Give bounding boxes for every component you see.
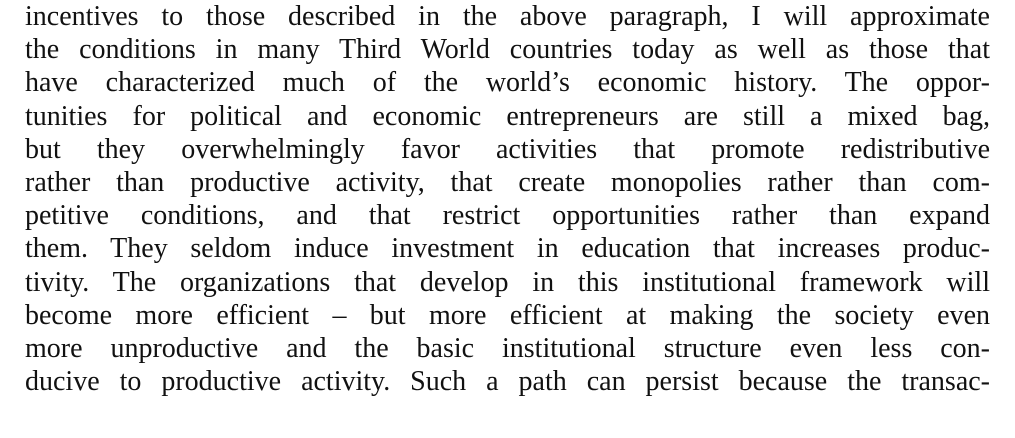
text-line: have characterized much of the world’s e… <box>25 67 990 99</box>
body-paragraph: incentives to those described in the abo… <box>25 0 990 398</box>
text-line: ducive to productive activity. Such a pa… <box>25 366 990 398</box>
text-line: petitive conditions, and that restrict o… <box>25 200 990 232</box>
text-line: but they overwhelmingly favor activities… <box>25 133 990 165</box>
text-line: more unproductive and the basic institut… <box>25 332 990 364</box>
text-line: tunities for political and economic entr… <box>25 100 990 132</box>
text-line: incentives to those described in the abo… <box>25 1 990 32</box>
text-line: the conditions in many Third World count… <box>25 34 990 66</box>
text-line: them. They seldom induce investment in e… <box>25 233 990 265</box>
text-line: become more efficient – but more efficie… <box>25 299 990 331</box>
text-line: tivity. The organizations that develop i… <box>25 266 990 298</box>
text-line: rather than productive activity, that cr… <box>25 166 990 198</box>
